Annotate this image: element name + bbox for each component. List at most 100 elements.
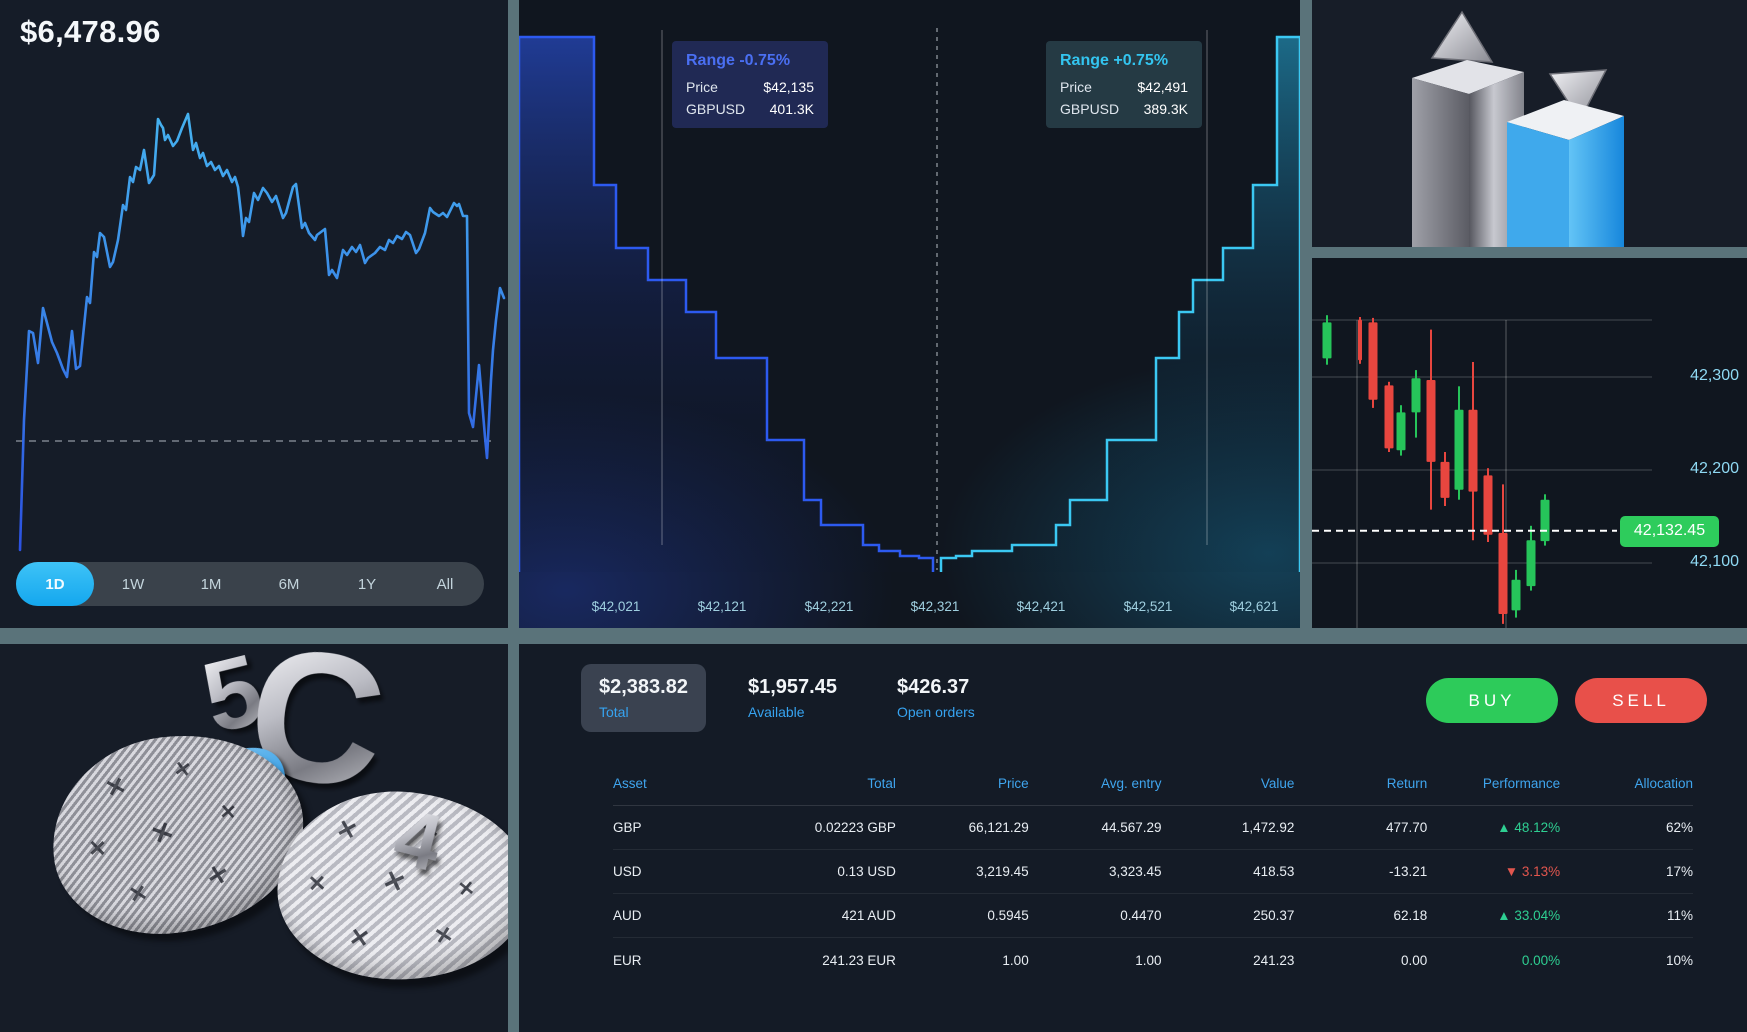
performance-cell: 0.00%: [1521, 952, 1561, 968]
range-button-all[interactable]: All: [436, 575, 454, 593]
balance-panel: $6,478.96 1D 1W 1M 6M 1Y All: [0, 0, 508, 628]
candlestick: [1358, 319, 1362, 361]
col-total: Total: [867, 776, 896, 791]
cell: 421 AUD: [841, 908, 896, 923]
cell: GBP: [613, 820, 642, 835]
range-button-1y[interactable]: 1Y: [357, 575, 377, 593]
cloud-x-mark: ✕: [204, 860, 231, 892]
depth-axis-label: $42,121: [697, 599, 747, 614]
col-performance: Performance: [1482, 776, 1561, 791]
candlestick: [1454, 409, 1464, 490]
candlestick: [1322, 322, 1332, 359]
cloud-x-mark: ✕: [102, 771, 130, 804]
allocation-cell: 62%: [1665, 820, 1693, 835]
cloud-x-mark: ✕: [432, 921, 456, 950]
candlestick: [1411, 378, 1421, 413]
cloud-x-mark: ✕: [172, 757, 193, 783]
performance-cell: ▲ 33.04%: [1497, 908, 1561, 923]
depth-panel: Range -0.75% Price $42,135 GBPUSD 401.3K…: [519, 0, 1300, 628]
decorative-numbers-illustration: 5 C 12 ✕✕✕✕✕✕✕ ✕✕✕✕✕✕✕ 4: [0, 644, 508, 1032]
blue-cube-right-face: [1569, 116, 1624, 247]
cell: 241.23 EUR: [822, 952, 896, 968]
portfolio-panel: $2,383.82 Total $1,957.45 Available $426…: [519, 644, 1747, 1032]
cell: 1.00: [1002, 952, 1029, 968]
cell: 1,472.92: [1241, 820, 1295, 835]
candlestick-panel: 42,300 42,200 42,100 42,132.45: [1312, 258, 1747, 628]
open-orders-label: Open orders: [896, 704, 975, 720]
candlestick: [1498, 533, 1508, 614]
account-balance: $6,478.96: [20, 14, 161, 49]
cloud-x-mark: ✕: [333, 814, 361, 847]
candle-axis-label: 42,300: [1690, 367, 1739, 384]
col-allocation: Allocation: [1634, 776, 1693, 791]
col-price: Price: [997, 776, 1029, 791]
col-asset: Asset: [613, 776, 647, 791]
silver-cube-left-face: [1412, 78, 1469, 247]
silver-cube-top: [1412, 60, 1524, 94]
candlestick: [1426, 380, 1436, 462]
depth-axis-label: $42,521: [1123, 599, 1173, 614]
depth-axis-label: $42,021: [591, 599, 641, 614]
buy-button[interactable]: BUY: [1426, 678, 1558, 723]
candlestick: [1396, 412, 1406, 451]
asset-table-body: GBP 0.02223 GBP 66,121.29 44.567.29 1,472.92…: [613, 806, 1693, 982]
open-orders-block[interactable]: $426.37 Open orders: [879, 664, 993, 732]
sell-button[interactable]: SELL: [1575, 678, 1707, 723]
depth-bid-area: [519, 37, 933, 572]
cell: 0.02223 GBP: [814, 820, 896, 835]
candlestick: [1368, 322, 1378, 400]
candlestick: [1468, 409, 1478, 492]
up-arrow-prism: [1430, 10, 1494, 63]
cell: 0.4470: [1120, 908, 1162, 923]
range-button-6m[interactable]: 6M: [278, 575, 300, 593]
cell: 44.567.29: [1101, 820, 1162, 835]
available-block[interactable]: $1,957.45 Available: [730, 664, 855, 732]
candlestick-chart[interactable]: [1312, 258, 1747, 628]
depth-axis-label: $42,621: [1229, 599, 1279, 614]
tooltip-range-label: Range +0.75%: [1060, 52, 1169, 69]
cell: 250.37: [1253, 908, 1295, 923]
depth-ask-line: [939, 35, 1300, 572]
asset-row-aud[interactable]: AUD 421 AUD 0.5945 0.4470 250.37 62.18 ▲ 33.04…: [613, 894, 1693, 938]
allocation-cell: 11%: [1666, 908, 1693, 923]
cell: 66,121.29: [968, 820, 1029, 835]
cell: 477.70: [1385, 820, 1428, 835]
tooltip-row: GBPUSD 389.3K: [1060, 101, 1188, 117]
asset-row-eur[interactable]: EUR 241.23 EUR 1.00 1.00 241.23 0.00 0.00% 10%: [613, 938, 1693, 982]
cell: 418.53: [1253, 864, 1295, 879]
cell: 3,219.45: [976, 864, 1029, 879]
cell: 3,323.45: [1109, 864, 1162, 879]
range-button-1m[interactable]: 1M: [200, 575, 222, 593]
asset-row-usd[interactable]: USD 0.13 USD 3,219.45 3,323.45 418.53 -13.21 ▼…: [613, 850, 1693, 894]
cloud-x-mark: ✕: [307, 870, 327, 897]
asset-table: Asset Total Price Avg. entry Value Retur…: [613, 762, 1693, 982]
cloud-x-mark: ✕: [88, 835, 107, 862]
blue-cube-left-face: [1507, 122, 1569, 247]
performance-cell: ▼ 3.13%: [1504, 864, 1561, 879]
cloud-x-mark: ✕: [146, 814, 179, 852]
candle-axis-label: 42,200: [1690, 460, 1739, 477]
tooltip-row: Price $42,135: [686, 79, 814, 95]
total-balance-block[interactable]: $2,383.82 Total: [581, 664, 706, 732]
available-value: $1,957.45: [747, 676, 837, 698]
tooltip-range-label: Range -0.75%: [686, 52, 791, 69]
cell: -13.21: [1389, 864, 1428, 879]
depth-ask-area: [941, 37, 1300, 572]
candle-axis-label: 42,100: [1690, 553, 1739, 570]
depth-axis-label: $42,321: [910, 599, 960, 614]
asset-row-gbp[interactable]: GBP 0.02223 GBP 66,121.29 44.567.29 1,472.92…: [613, 806, 1693, 850]
market-direction-illustration: [1312, 0, 1747, 247]
blue-cube-top: [1507, 100, 1624, 140]
range-button-1w[interactable]: 1W: [121, 575, 145, 593]
range-button-1d[interactable]: 1D: [16, 562, 94, 606]
depth-tooltip-ask: Range +0.75% Price $42,491 GBPUSD 389.3K: [1046, 41, 1202, 128]
cell: 62.18: [1393, 908, 1428, 923]
down-arrow-prism: [1548, 69, 1608, 122]
depth-chart[interactable]: [519, 0, 1300, 628]
col-avg-entry: Avg. entry: [1101, 776, 1162, 791]
balance-line-chart[interactable]: [0, 0, 508, 628]
performance-cell: ▲ 48.12%: [1497, 820, 1561, 835]
last-price-tag: 42,132.45: [1620, 515, 1719, 547]
cloud-x-mark: ✕: [456, 877, 476, 902]
